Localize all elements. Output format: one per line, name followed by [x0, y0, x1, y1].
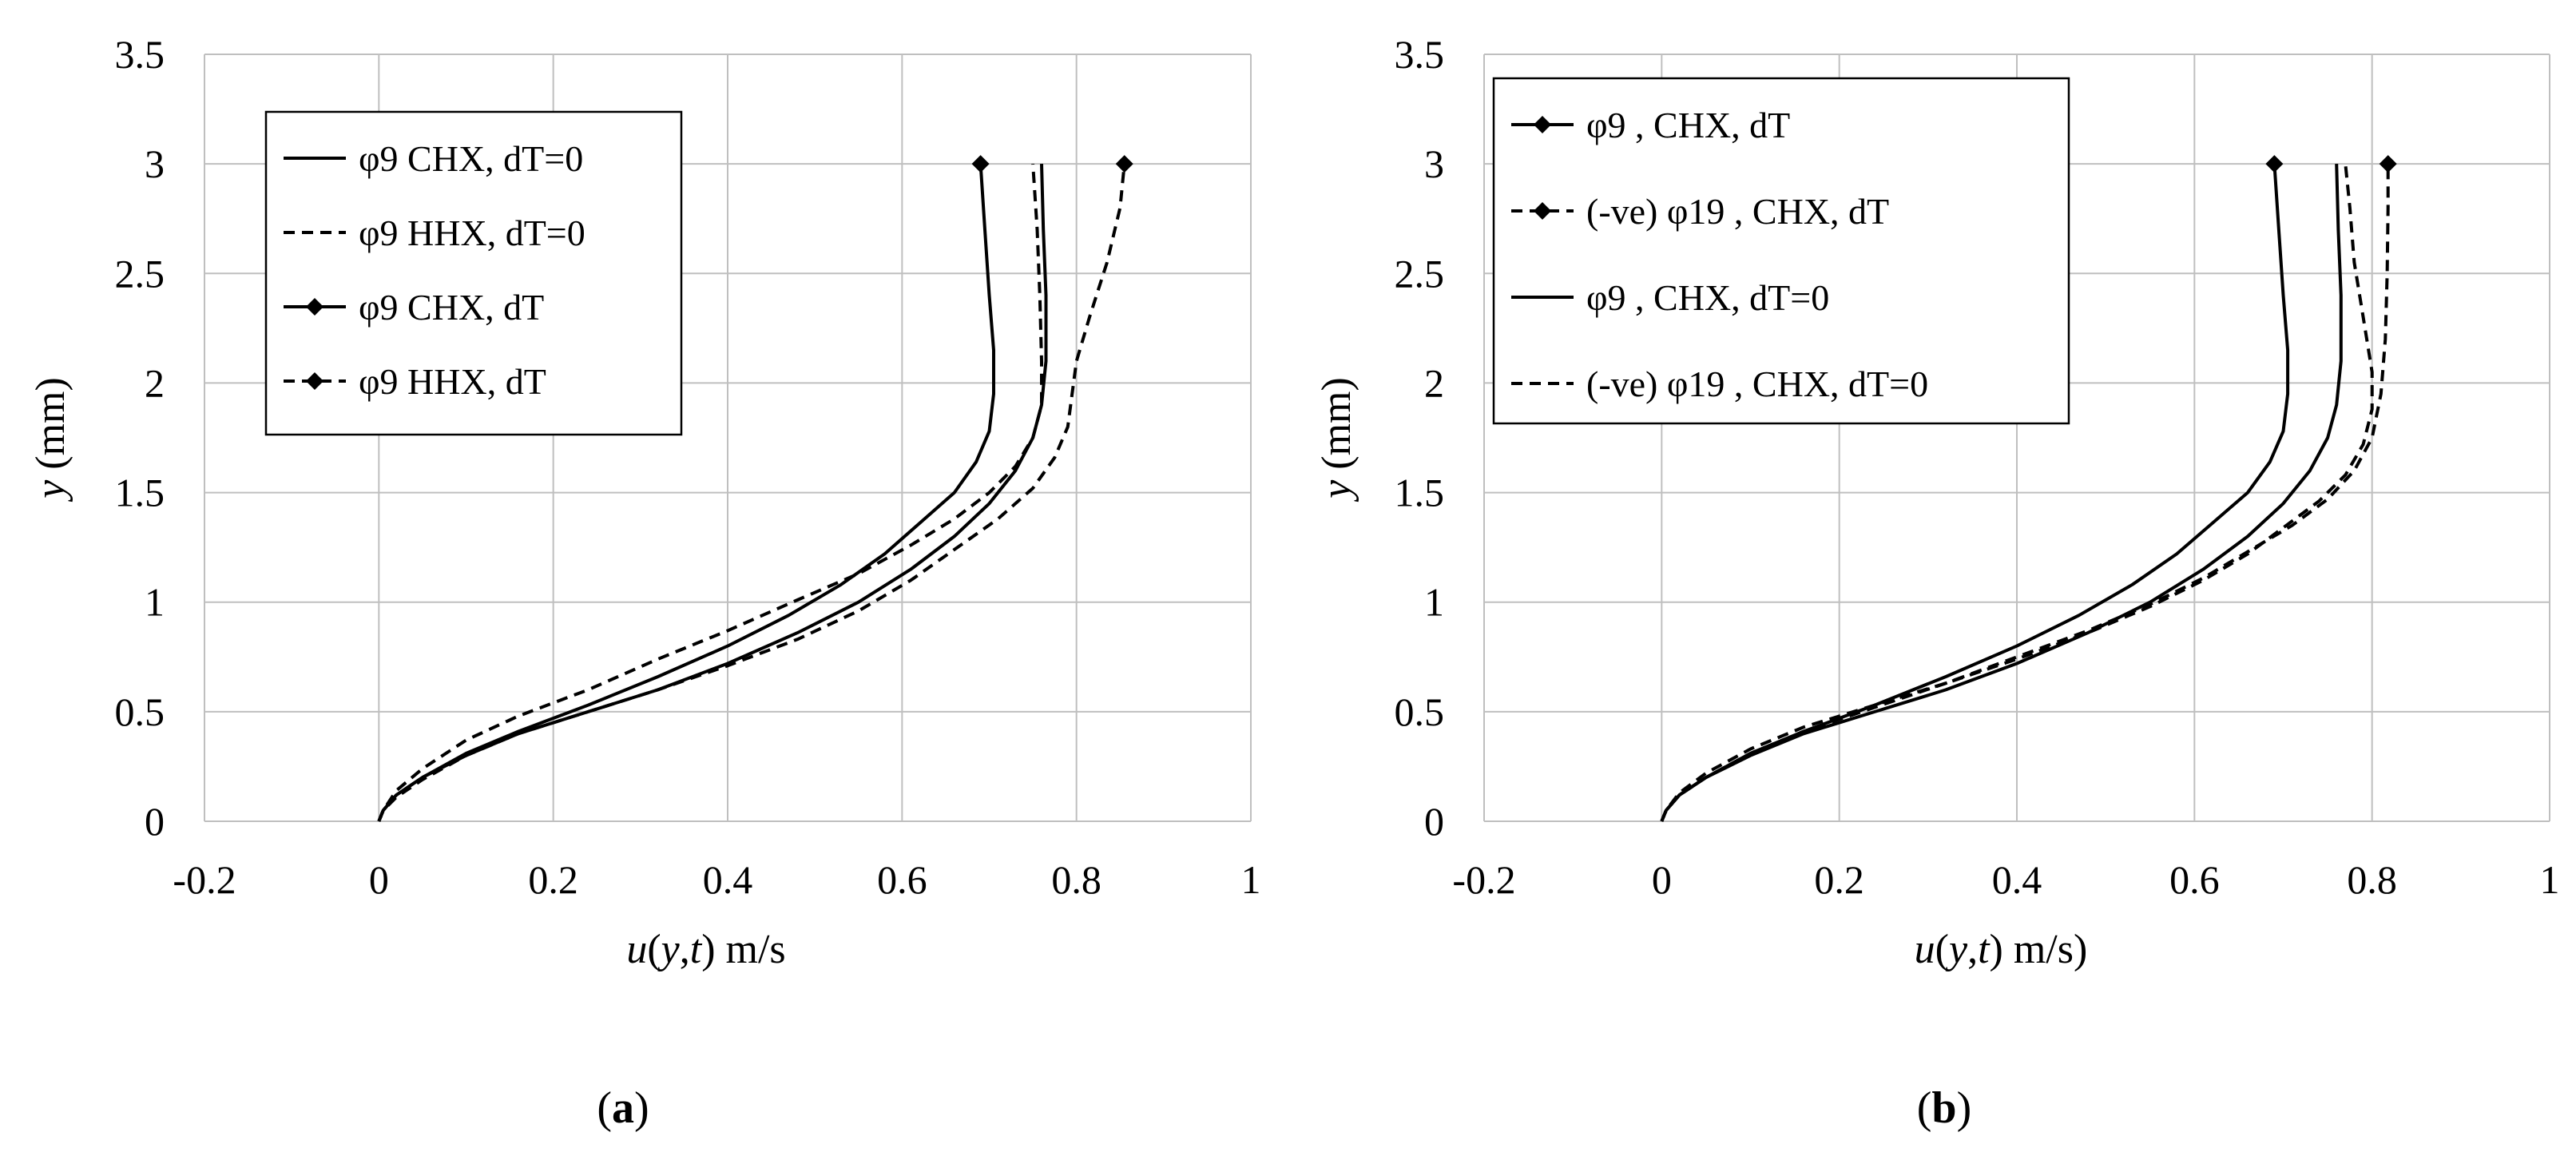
x-tick-label: -0.2 [1452, 857, 1515, 902]
x-tick-label: 1 [2540, 857, 2560, 902]
x-tick-label: 0.8 [1051, 857, 1101, 902]
legend-label-4: φ9 HHX, dT [359, 361, 546, 402]
y-tick-label: 0 [1424, 799, 1444, 844]
x-tick-label: 0.8 [2347, 857, 2397, 902]
y-tick-label: 0.5 [115, 689, 165, 734]
legend-label-1: φ9 , CHX, dT [1586, 105, 1790, 145]
x-tick-label: 0.4 [1992, 857, 2042, 902]
chart-a: -0.2 0 0.2 0.4 0.6 0.8 100.511.522.533.5φ9 CHX… [28, 32, 1261, 1133]
legend-box [1492, 77, 2070, 425]
x-axis-label: u(y,t) m/s [626, 927, 785, 972]
legend-marker-2 [1534, 202, 1551, 220]
legend-label-2: (-ve) φ19 , CHX, dT [1586, 191, 1889, 232]
x-tick-label: 0 [369, 857, 389, 902]
y-tick-label: 2 [1424, 360, 1444, 405]
chart-b: -0.2 0 0.2 0.4 0.6 0.8 100.511.522.533.5φ9 , C… [1314, 32, 2560, 1133]
y-tick-label: 2.5 [1395, 251, 1445, 296]
x-tick-label: 0.6 [2169, 857, 2220, 902]
series-marker-3 [971, 155, 990, 173]
series-marker-4 [1115, 155, 1133, 173]
legend-label-1: φ9 CHX, dT=0 [359, 138, 583, 179]
y-axis-label: y (mm) [1314, 377, 1359, 503]
y-tick-label: 1.5 [115, 471, 165, 515]
y-tick-label: 3 [145, 141, 165, 186]
series-line-3 [1660, 164, 2343, 822]
y-tick-label: 0.5 [1395, 689, 1445, 734]
series-line-3 [377, 163, 995, 822]
series-line-4 [377, 163, 1126, 822]
legend-label-3: φ9 , CHX, dT=0 [1586, 277, 1829, 318]
series-line-2 [377, 163, 1043, 822]
legend-marker-3 [306, 298, 323, 316]
series-marker-1 [2265, 155, 2284, 173]
x-tick-label: 0.4 [703, 857, 753, 902]
chart-caption: (b) [1917, 1083, 1971, 1133]
series-marker-2 [2379, 155, 2397, 173]
y-tick-label: 1.5 [1395, 471, 1445, 515]
legend-marker-4 [306, 372, 323, 390]
x-tick-label: 1 [1241, 857, 1261, 902]
y-tick-label: 0 [145, 799, 165, 844]
legend: φ9 CHX, dT=0 φ9 HHX, dT=0 φ9 CHX, dT φ9 HHX… [264, 110, 683, 436]
legend-box [264, 110, 683, 436]
y-tick-label: 3.5 [115, 32, 165, 77]
chart-caption: (a) [597, 1083, 649, 1133]
y-tick-label: 1 [1424, 580, 1444, 625]
series-line-2 [1660, 164, 2390, 822]
x-tick-label: 0.6 [877, 857, 927, 902]
x-axis-label: u(y,t) m/s) [1915, 927, 2088, 972]
y-tick-label: 3.5 [1395, 32, 1445, 77]
y-tick-label: 1 [145, 580, 165, 625]
legend-label-2: φ9 HHX, dT=0 [359, 213, 585, 253]
x-tick-label: 0.2 [528, 857, 578, 902]
y-axis-label: y (mm) [28, 377, 73, 503]
legend-label-3: φ9 CHX, dT [359, 287, 544, 328]
series-line-4 [1660, 163, 2374, 822]
x-tick-label: -0.2 [173, 857, 236, 902]
x-tick-label: 0.2 [1814, 857, 1864, 902]
legend-label-4: (-ve) φ19 , CHX, dT=0 [1586, 364, 1928, 404]
y-tick-label: 3 [1424, 141, 1444, 186]
legend: φ9 , CHX, dT (-ve) φ19 , CHX, dT φ9 , CHX,… [1492, 77, 2070, 425]
x-tick-label: 0 [1652, 857, 1672, 902]
legend-marker-1 [1534, 116, 1551, 133]
y-tick-label: 2.5 [115, 251, 165, 296]
y-tick-label: 2 [145, 360, 165, 405]
